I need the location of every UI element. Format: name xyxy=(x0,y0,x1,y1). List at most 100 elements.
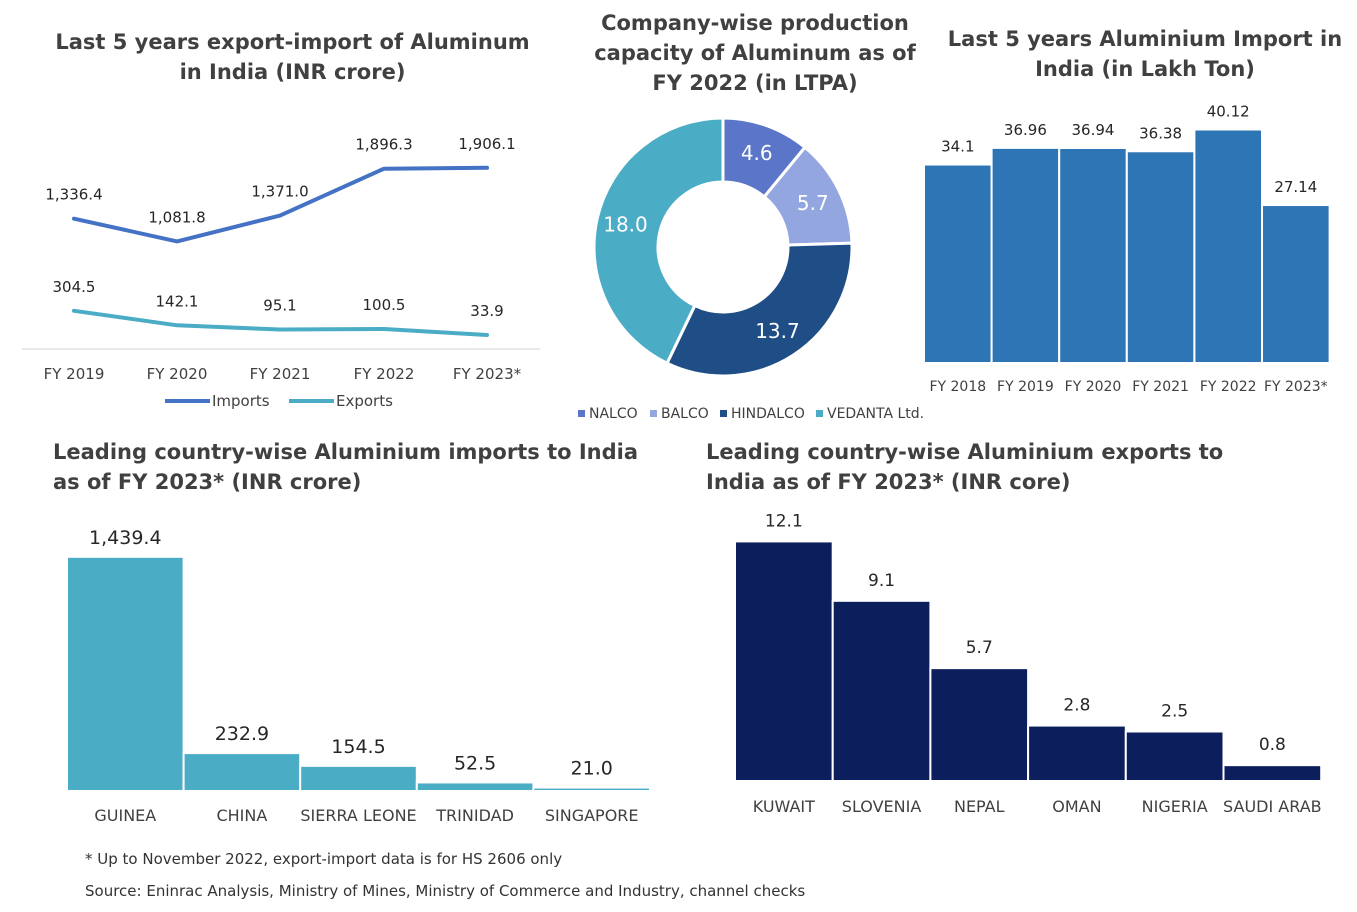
country-exports-bar xyxy=(831,599,932,782)
donut-legend-label: VEDANTA Ltd. xyxy=(827,406,924,422)
donut-legend-swatch xyxy=(578,410,585,417)
line-chart-title: Last 5 years export-import of Aluminum i… xyxy=(20,27,565,87)
donut-legend-swatch xyxy=(650,410,657,417)
import-volume-data-label: 36.38 xyxy=(1139,124,1182,142)
donut-chart-title-line-1: Company-wise production xyxy=(601,11,909,35)
import-volume-title-line-2: India (in Lakh Ton) xyxy=(1035,57,1255,81)
country-exports-x-tick: KUWAIT xyxy=(753,797,815,816)
country-exports-x-tick: OMAN xyxy=(1052,797,1101,816)
country-exports-data-label: 12.1 xyxy=(765,511,803,531)
import-volume-title-line-1: Last 5 years Aluminium Import in xyxy=(947,27,1343,51)
country-imports-data-label: 1,439.4 xyxy=(89,527,162,549)
country-imports-data-label: 232.9 xyxy=(215,723,269,745)
import-volume-data-label: 27.14 xyxy=(1274,178,1317,196)
line-data-label-imports: 1,896.3 xyxy=(355,136,412,154)
line-chart-x-tick: FY 2019 xyxy=(44,365,105,383)
country-exports-x-tick: SAUDI ARAB xyxy=(1223,797,1322,816)
line-chart-x-tick: FY 2021 xyxy=(250,365,311,383)
import-volume-x-tick: FY 2022 xyxy=(1200,379,1257,395)
country-imports-x-tick: CHINA xyxy=(216,806,267,825)
line-data-label-exports: 95.1 xyxy=(263,297,296,315)
country-imports-title-line-2: as of FY 2023* (INR crore) xyxy=(53,470,362,494)
country-imports-x-tick: TRINIDAD xyxy=(435,806,514,825)
country-exports-data-label: 2.5 xyxy=(1161,702,1188,722)
donut-chart-title-line-3: FY 2022 (in LTPA) xyxy=(652,71,858,95)
donut-data-label: 5.7 xyxy=(797,191,829,215)
country-imports-bar xyxy=(182,752,302,793)
legend-label-imports: Imports xyxy=(212,392,270,410)
source-note: Source: Eninrac Analysis, Ministry of Mi… xyxy=(85,882,806,900)
country-exports-bar xyxy=(734,540,834,782)
country-imports-x-tick: SIERRA LEONE xyxy=(300,806,416,825)
import-volume-bar xyxy=(923,163,993,364)
donut-slice-vedanta-ltd- xyxy=(592,116,725,366)
donut-chart-title: Company-wise production capacity of Alum… xyxy=(585,8,925,98)
line-data-label-imports: 1,371.0 xyxy=(251,183,308,201)
country-exports-title-line-2: India as of FY 2023* (INR core) xyxy=(706,470,1071,494)
line-data-label-exports: 33.9 xyxy=(470,302,503,320)
import-volume-x-tick: FY 2019 xyxy=(997,379,1054,395)
line-data-label-exports: 100.5 xyxy=(363,296,406,314)
line-data-label-imports: 1,081.8 xyxy=(148,208,205,226)
country-exports-bar xyxy=(929,667,1030,783)
country-imports-bar xyxy=(299,764,418,793)
import-volume-bar xyxy=(1125,150,1196,364)
country-exports-x-tick: NEPAL xyxy=(954,797,1005,816)
legend-label-exports: Exports xyxy=(336,392,393,410)
country-exports-x-tick: SLOVENIA xyxy=(842,797,922,816)
country-exports-data-label: 9.1 xyxy=(868,571,895,591)
import-volume-x-tick: FY 2023* xyxy=(1264,379,1328,395)
line-data-label-exports: 304.5 xyxy=(53,278,96,296)
donut-data-label: 18.0 xyxy=(603,213,648,237)
country-exports-chart-title: Leading country-wise Aluminium exports t… xyxy=(706,437,1326,497)
line-chart-x-tick: FY 2022 xyxy=(354,365,415,383)
donut-slice-hindalco xyxy=(665,241,854,378)
import-volume-data-label: 36.96 xyxy=(1004,121,1047,139)
donut-legend-swatch xyxy=(816,410,823,417)
import-volume-bar xyxy=(990,146,1061,364)
country-exports-bar xyxy=(1222,764,1323,782)
country-imports-title-line-1: Leading country-wise Aluminium imports t… xyxy=(53,440,639,464)
line-series-exports xyxy=(72,308,489,337)
donut-data-label: 4.6 xyxy=(741,141,773,165)
country-exports-x-tick: NIGERIA xyxy=(1142,797,1208,816)
import-volume-x-tick: FY 2020 xyxy=(1065,379,1122,395)
donut-legend-swatch xyxy=(720,410,727,417)
country-imports-data-label: 154.5 xyxy=(331,736,385,758)
import-volume-chart-title: Last 5 years Aluminium Import in India (… xyxy=(935,24,1355,84)
country-exports-bar xyxy=(1124,730,1225,782)
import-volume-bar xyxy=(1193,128,1264,364)
import-volume-data-label: 34.1 xyxy=(941,138,974,156)
line-chart-x-tick: FY 2020 xyxy=(147,365,208,383)
country-imports-data-label: 52.5 xyxy=(454,752,496,774)
country-imports-bar xyxy=(415,781,535,793)
donut-legend-label: BALCO xyxy=(661,406,709,422)
import-volume-bar xyxy=(1058,147,1128,364)
line-series-imports xyxy=(72,165,489,244)
country-exports-title-line-1: Leading country-wise Aluminium exports t… xyxy=(706,440,1224,464)
country-imports-bar xyxy=(532,786,652,793)
country-imports-data-label: 21.0 xyxy=(571,758,613,780)
country-exports-data-label: 2.8 xyxy=(1063,696,1090,716)
import-volume-bar xyxy=(1261,204,1331,364)
line-chart-x-tick: FY 2023* xyxy=(453,365,522,383)
country-exports-data-label: 0.8 xyxy=(1259,735,1286,755)
country-imports-x-tick: GUINEA xyxy=(94,806,156,825)
line-chart-title-line-1: Last 5 years export-import of Aluminum xyxy=(55,30,530,54)
donut-data-label: 13.7 xyxy=(755,319,800,343)
line-chart-title-line-2: in India (INR crore) xyxy=(179,60,406,84)
line-data-label-exports: 142.1 xyxy=(156,292,199,310)
line-data-label-imports: 1,336.4 xyxy=(45,186,102,204)
donut-chart-title-line-2: capacity of Aluminum as of xyxy=(594,41,916,65)
donut-legend-label: HINDALCO xyxy=(731,406,805,422)
country-exports-data-label: 5.7 xyxy=(966,638,993,658)
import-volume-x-tick: FY 2018 xyxy=(929,379,986,395)
line-data-label-imports: 1,906.1 xyxy=(458,135,515,153)
import-volume-data-label: 36.94 xyxy=(1072,121,1115,139)
country-imports-x-tick: SINGAPORE xyxy=(545,806,639,825)
footnote: * Up to November 2022, export-import dat… xyxy=(85,850,563,868)
import-volume-x-tick: FY 2021 xyxy=(1132,379,1189,395)
country-exports-bar xyxy=(1027,724,1127,782)
country-imports-bar xyxy=(66,555,185,793)
